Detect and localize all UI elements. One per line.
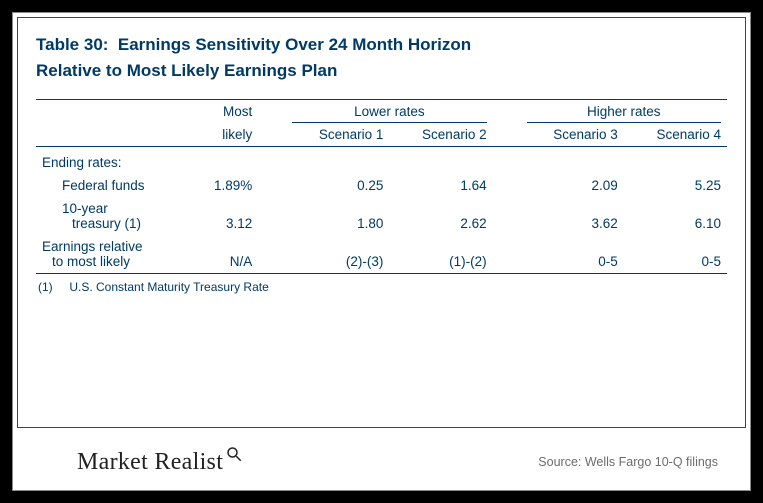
- header-most-likely-top: Most: [190, 99, 258, 123]
- header-scenario-4: Scenario 4: [624, 123, 727, 147]
- header-spacer-2: [493, 99, 521, 123]
- header-scenario-3: Scenario 3: [521, 123, 624, 147]
- treasury-s2: 2.62: [389, 197, 492, 235]
- earnings-label: Earnings relative to most likely: [36, 235, 190, 274]
- row-earnings-relative: Earnings relative to most likely N/A (2)…: [36, 235, 727, 274]
- content-frame: Table 30: Earnings Sensitivity Over 24 M…: [17, 17, 746, 428]
- cell-spacer: [258, 174, 286, 197]
- source-attribution: Source: Wells Fargo 10-Q filings: [538, 455, 718, 469]
- header-blank-2: [36, 123, 190, 147]
- footnote-num: (1): [38, 280, 66, 294]
- header-spacer-1: [258, 99, 286, 123]
- treasury-s4: 6.10: [624, 197, 727, 235]
- federal-funds-label: Federal funds: [36, 174, 190, 197]
- header-scenario-1: Scenario 1: [286, 123, 389, 147]
- cell-spacer: [493, 197, 521, 235]
- logo-text: Market Realist: [77, 449, 223, 475]
- card-frame: Table 30: Earnings Sensitivity Over 24 M…: [12, 12, 751, 491]
- magnifier-icon: [225, 443, 243, 470]
- header-most-likely-bottom: likely: [190, 123, 258, 147]
- cell-spacer: [493, 174, 521, 197]
- header-blank: [36, 99, 190, 123]
- treasury-label-l1: 10-year: [62, 201, 108, 216]
- sensitivity-table: Most Lower rates Higher rates likely Sce…: [36, 99, 727, 274]
- treasury-s3: 3.62: [521, 197, 624, 235]
- treasury-s1: 1.80: [286, 197, 389, 235]
- earnings-s1: (2)-(3): [286, 235, 389, 274]
- earnings-s3: 0-5: [521, 235, 624, 274]
- earnings-s4: 0-5: [624, 235, 727, 274]
- row-ending-rates: Ending rates:: [36, 146, 727, 174]
- header-row-2: likely Scenario 1 Scenario 2 Scenario 3 …: [36, 123, 727, 147]
- row-treasury: 10-year treasury (1) 3.12 1.80 2.62 3.62…: [36, 197, 727, 235]
- footnote-text: U.S. Constant Maturity Treasury Rate: [69, 280, 268, 294]
- federal-funds-s4: 5.25: [624, 174, 727, 197]
- earnings-label-l2: to most likely: [42, 254, 130, 269]
- header-spacer-4: [493, 123, 521, 147]
- earnings-ml: N/A: [190, 235, 258, 274]
- header-scenario-2: Scenario 2: [389, 123, 492, 147]
- earnings-label-l1: Earnings relative: [42, 239, 143, 254]
- cell-spacer: [258, 235, 286, 274]
- treasury-label-l2: treasury (1): [62, 216, 141, 231]
- cell-spacer: [493, 235, 521, 274]
- header-lower-rates-group: Lower rates: [286, 99, 492, 123]
- federal-funds-s3: 2.09: [521, 174, 624, 197]
- treasury-label: 10-year treasury (1): [36, 197, 190, 235]
- federal-funds-s2: 1.64: [389, 174, 492, 197]
- footnote: (1) U.S. Constant Maturity Treasury Rate: [36, 274, 727, 294]
- federal-funds-s1: 0.25: [286, 174, 389, 197]
- market-realist-logo: Market Realist: [77, 449, 223, 476]
- header-higher-rates-group: Higher rates: [521, 99, 727, 123]
- footer-bar: Market Realist Source: Wells Fargo 10-Q …: [17, 438, 746, 486]
- table-title: Table 30: Earnings Sensitivity Over 24 M…: [36, 32, 727, 85]
- ending-rates-label: Ending rates:: [36, 146, 727, 174]
- treasury-ml: 3.12: [190, 197, 258, 235]
- header-row-1: Most Lower rates Higher rates: [36, 99, 727, 123]
- header-spacer-3: [258, 123, 286, 147]
- cell-spacer: [258, 197, 286, 235]
- title-line-2: Relative to Most Likely Earnings Plan: [36, 61, 337, 80]
- federal-funds-ml: 1.89%: [190, 174, 258, 197]
- row-federal-funds: Federal funds 1.89% 0.25 1.64 2.09 5.25: [36, 174, 727, 197]
- title-line-1: Table 30: Earnings Sensitivity Over 24 M…: [36, 35, 471, 54]
- earnings-s2: (1)-(2): [389, 235, 492, 274]
